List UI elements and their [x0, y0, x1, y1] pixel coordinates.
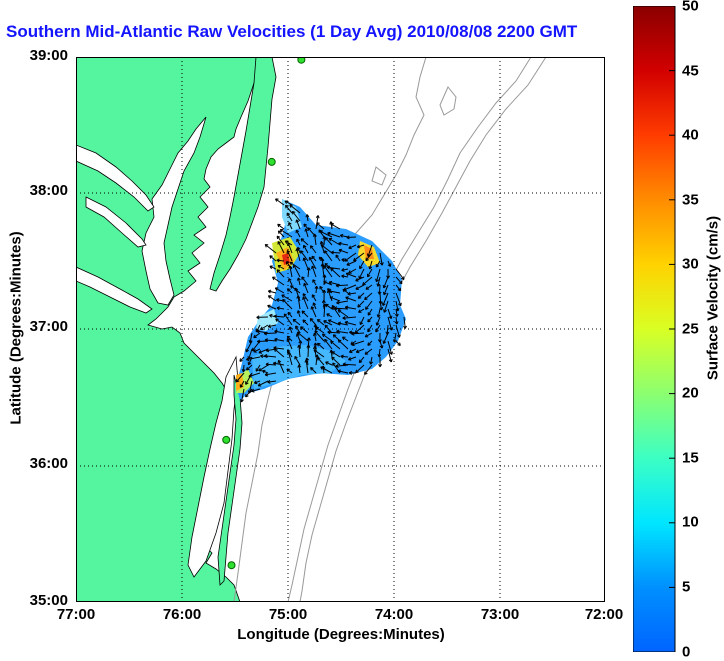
- velocity-vector-head: [356, 372, 359, 373]
- velocity-vector-head: [296, 220, 297, 223]
- x-axis-label: Longitude (Degrees:Minutes): [237, 626, 445, 643]
- velocity-vector-head: [254, 383, 257, 384]
- velocity-vector-head: [318, 358, 319, 361]
- x-tick-label: 77:00: [57, 606, 95, 623]
- velocity-vector-head: [278, 231, 279, 234]
- colorbar-tick: 45: [682, 63, 699, 80]
- velocity-vector-head: [303, 258, 304, 261]
- colorbar-tick: 10: [682, 514, 699, 531]
- velocity-vector-head: [289, 327, 290, 330]
- velocity-vector-head: [356, 352, 359, 353]
- colorbar-gradient: [633, 6, 675, 652]
- velocity-vector-head: [348, 360, 351, 361]
- velocity-vector-head: [304, 283, 305, 286]
- velocity-vector-head: [352, 345, 355, 346]
- velocity-vector: [264, 333, 276, 334]
- radar-station-marker: [268, 158, 275, 165]
- y-tick-label: 37:00: [18, 318, 68, 335]
- velocity-vector-head: [249, 377, 252, 378]
- colorbar-tick: 5: [682, 579, 690, 596]
- colorbar-tick: 30: [682, 256, 699, 273]
- velocity-vector-head: [400, 343, 401, 346]
- colorbar-tick: 25: [682, 321, 699, 338]
- velocity-vector-head: [358, 298, 361, 299]
- velocity-vector: [308, 345, 309, 357]
- velocity-vector-head: [277, 270, 278, 273]
- colorbar: [633, 6, 678, 652]
- velocity-vector-head: [328, 290, 329, 293]
- y-tick-label: 38:00: [18, 182, 68, 199]
- radar-station-marker: [223, 436, 230, 443]
- colorbar-tick: 0: [682, 644, 690, 661]
- velocity-vector-head: [401, 303, 402, 306]
- velocity-vector-head: [303, 297, 304, 300]
- velocity-vector-head: [297, 311, 298, 314]
- velocity-vector-head: [283, 299, 284, 302]
- colorbar-tick: 50: [682, 0, 699, 15]
- velocity-vector-head: [357, 247, 360, 248]
- colorbar-tick: 35: [682, 192, 699, 209]
- map-plot: [76, 57, 605, 602]
- colorbar-tick: 40: [682, 127, 699, 144]
- velocity-vector-head: [401, 281, 402, 284]
- x-tick-label: 74:00: [375, 606, 413, 623]
- radar-station-marker: [228, 562, 235, 569]
- velocity-vector-head: [286, 205, 287, 208]
- velocity-vector-head: [358, 306, 361, 307]
- velocity-vector-head: [295, 288, 296, 291]
- velocity-vector-head: [315, 331, 316, 334]
- velocity-vector-head: [325, 238, 326, 241]
- velocity-vector-head: [302, 311, 303, 314]
- velocity-vector-head: [247, 369, 250, 370]
- velocity-vector-head: [391, 316, 392, 319]
- velocity-vector-head: [325, 325, 326, 328]
- velocity-vector-head: [312, 266, 313, 269]
- colorbar-tick: 20: [682, 385, 699, 402]
- y-tick-label: 36:00: [18, 455, 68, 472]
- velocity-vector-head: [311, 368, 312, 371]
- velocity-vector-head: [382, 345, 383, 348]
- x-tick-label: 73:00: [481, 606, 519, 623]
- chart-title: Southern Mid-Atlantic Raw Velocities (1 …: [6, 22, 606, 42]
- velocity-vector: [336, 285, 348, 286]
- x-tick-label: 75:00: [269, 606, 307, 623]
- velocity-vector-head: [308, 228, 309, 231]
- x-tick-label: 72:00: [585, 606, 623, 623]
- x-tick-label: 76:00: [163, 606, 201, 623]
- colorbar-tick: 15: [682, 450, 699, 467]
- y-tick-label: 39:00: [18, 47, 68, 64]
- velocity-vector-head: [310, 319, 311, 322]
- colorbar-label: Surface Velocity (cm/s): [705, 216, 722, 380]
- velocity-vector-head: [365, 299, 368, 300]
